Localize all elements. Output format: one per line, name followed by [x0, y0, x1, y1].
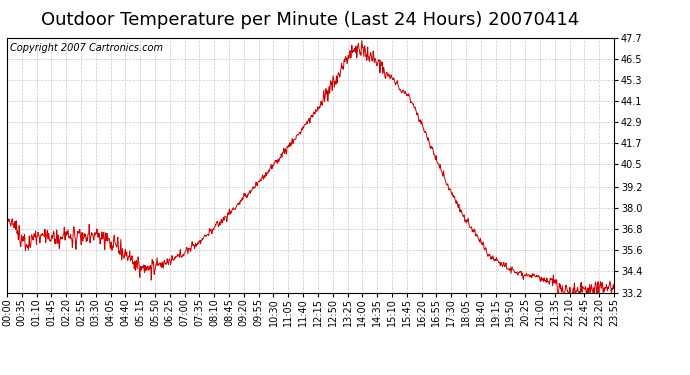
Text: Copyright 2007 Cartronics.com: Copyright 2007 Cartronics.com: [10, 43, 163, 52]
Text: Outdoor Temperature per Minute (Last 24 Hours) 20070414: Outdoor Temperature per Minute (Last 24 …: [41, 11, 580, 29]
